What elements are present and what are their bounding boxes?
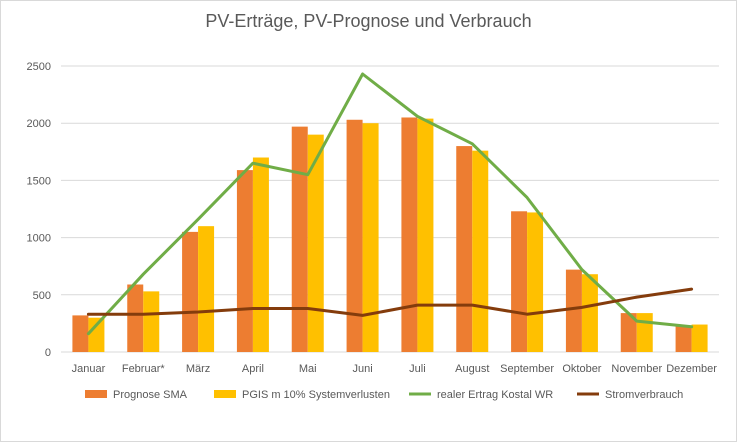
- bar: [472, 150, 489, 352]
- legend-label: Stromverbrauch: [605, 389, 683, 401]
- bar: [456, 146, 473, 352]
- y-tick-label: 1000: [27, 233, 51, 245]
- legend-label: Prognose SMA: [113, 389, 188, 401]
- legend-swatch: [85, 390, 107, 398]
- bar: [143, 291, 160, 352]
- bar: [362, 123, 379, 352]
- x-tick-label: Oktober: [562, 363, 601, 375]
- series-line: [86, 72, 694, 336]
- bar: [511, 211, 528, 352]
- series-line: [86, 287, 694, 317]
- y-tick-label: 2500: [27, 61, 51, 73]
- bar: [691, 324, 708, 352]
- y-tick-label: 0: [45, 347, 51, 359]
- bar: [198, 226, 215, 352]
- bar: [307, 134, 324, 352]
- legend-swatch: [214, 390, 236, 398]
- x-tick-label: Dezember: [666, 363, 717, 375]
- bar: [636, 313, 653, 352]
- bar: [72, 315, 89, 352]
- bar: [346, 119, 363, 352]
- y-tick-label: 1500: [27, 175, 51, 187]
- x-tick-label: November: [611, 363, 662, 375]
- x-tick-label: Mai: [299, 363, 317, 375]
- legend-label: realer Ertrag Kostal WR: [437, 389, 553, 401]
- bar: [417, 118, 434, 353]
- bar: [401, 117, 418, 352]
- x-tick-label: Juni: [352, 363, 372, 375]
- bar: [182, 231, 199, 352]
- x-tick-label: September: [500, 363, 554, 375]
- y-tick-label: 500: [33, 290, 51, 302]
- bar: [252, 157, 269, 352]
- x-tick-label: April: [242, 363, 264, 375]
- bar: [291, 126, 308, 353]
- bar: [527, 212, 544, 352]
- x-tick-label: Juli: [409, 363, 426, 375]
- bar: [565, 269, 582, 352]
- bar: [236, 170, 253, 352]
- y-tick-label: 2000: [27, 118, 51, 130]
- bar: [620, 313, 637, 352]
- bar: [127, 284, 144, 352]
- x-tick-label: August: [455, 363, 489, 375]
- bar: [88, 317, 105, 352]
- bar: [581, 274, 598, 352]
- chart-title: PV-Erträge, PV-Prognose und Verbrauch: [205, 11, 532, 31]
- bar: [675, 325, 692, 352]
- x-tick-label: Januar: [72, 363, 106, 375]
- x-tick-label: Februar*: [122, 363, 166, 375]
- x-tick-label: März: [186, 363, 210, 375]
- legend-label: PGIS m 10% Systemverlusten: [242, 389, 390, 401]
